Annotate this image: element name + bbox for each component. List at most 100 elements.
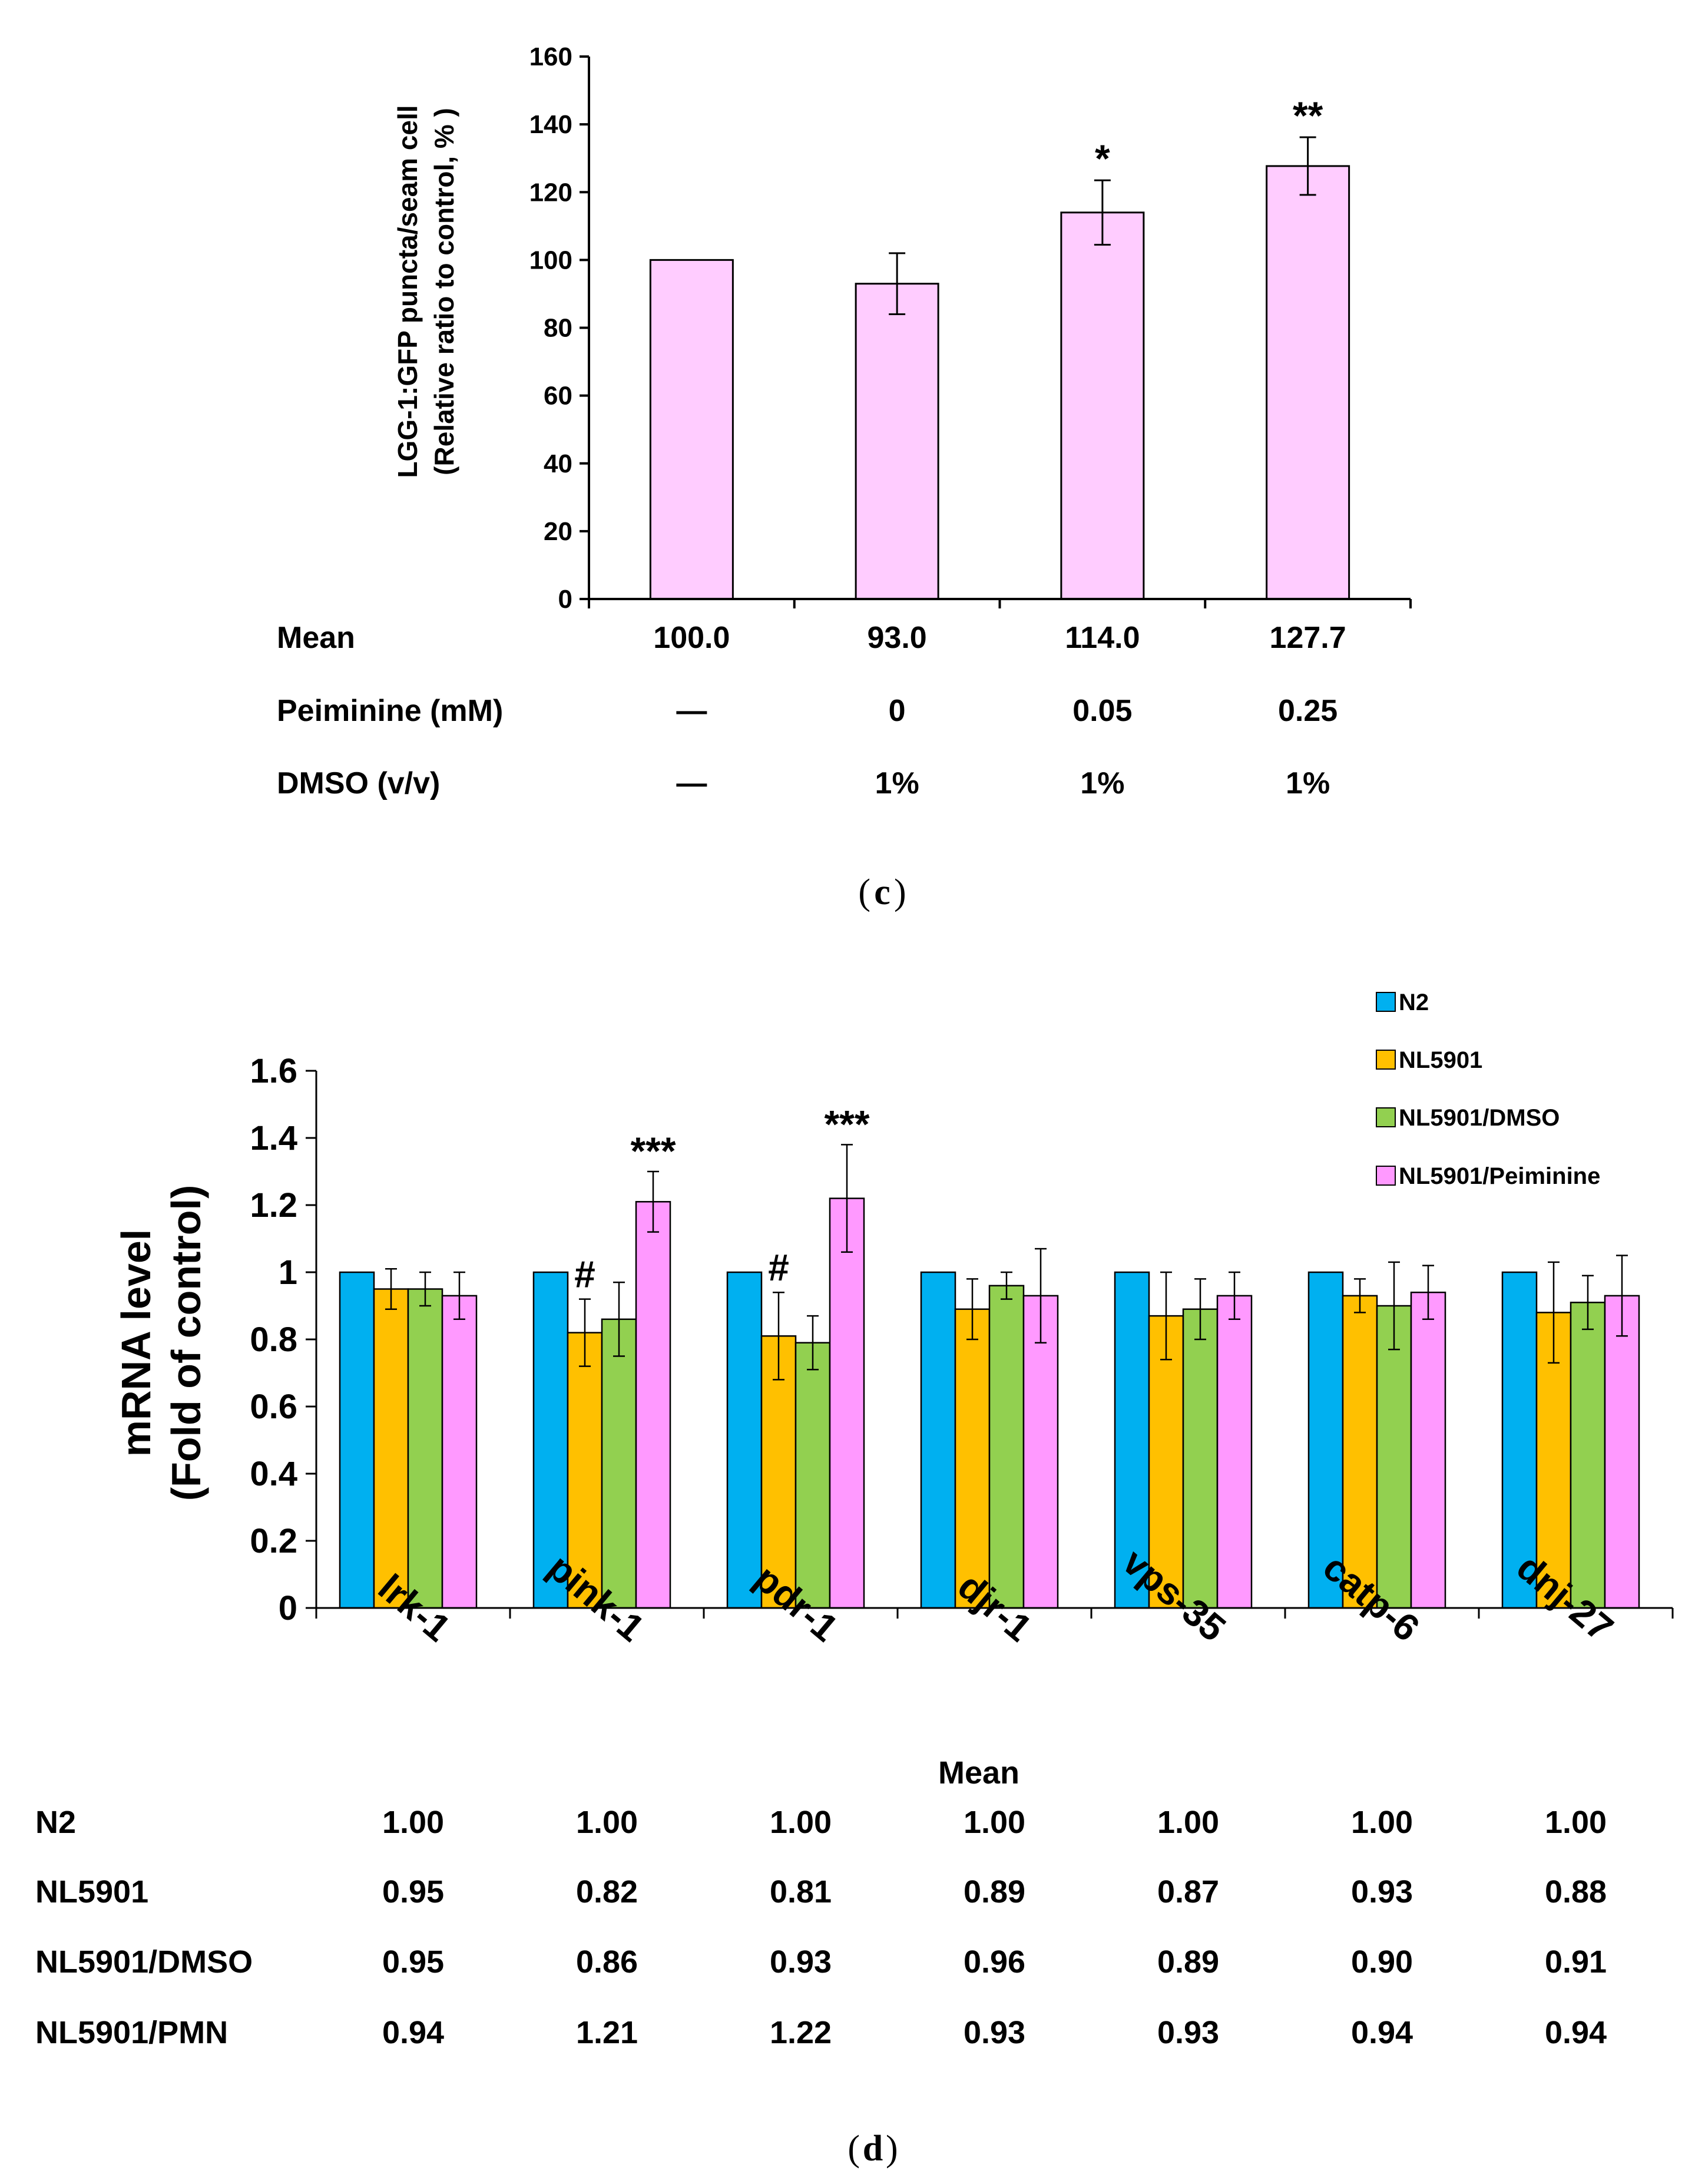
panel-d-table-cell: 0.93 xyxy=(770,1944,832,1980)
panel-d-table-cell: 0.94 xyxy=(1351,2015,1413,2050)
panel-d-table: Mean N2 1.00 1.00 1.00 1.00 1.00 1.00 1.00 NL590… xyxy=(35,1755,1607,2050)
panel-d-y-axis-title: mRNA level (Fold of control) xyxy=(113,1185,209,1501)
panel-d-y-axis: 0 0.2 0.4 0.6 0.8 1 1.2 1.4 1.6 xyxy=(250,1052,317,1627)
panel-d-bar xyxy=(1114,1271,1150,1609)
panel-d-table-row-label: NL5901 xyxy=(35,1874,148,1910)
panel-c-table-cell: 1% xyxy=(1286,766,1330,800)
panel-d-table-cell: 1.00 xyxy=(1157,1805,1219,1840)
panel-c-table-cell: 127.7 xyxy=(1270,621,1346,655)
panel-d-label-open: ( xyxy=(847,2129,860,2169)
panel-d-bar xyxy=(1604,1295,1640,1609)
panel-d-bar xyxy=(407,1288,443,1609)
panel-d-bar xyxy=(829,1197,865,1609)
panel-d-table-cell: 1.00 xyxy=(382,1805,444,1840)
panel-d-table-cell: 0.93 xyxy=(1351,1874,1413,1910)
panel-c-table-cell: 100.0 xyxy=(653,621,730,655)
panel-d-table-cell: 0.96 xyxy=(964,1944,1025,1980)
panel-d-bar xyxy=(1182,1308,1219,1609)
panel-d-legend: N2 NL5901 NL5901/DMSO NL5901/Peiminine xyxy=(1376,990,1600,1189)
panel-c-x-axis xyxy=(588,598,1412,608)
panel-d-table-cell: 1.00 xyxy=(576,1805,638,1840)
panel-d-bar xyxy=(339,1271,375,1609)
panel-d-bar xyxy=(1410,1291,1446,1609)
panel-d-table-row-label: NL5901/PMN xyxy=(35,2015,228,2050)
panel-c-table-cell: — xyxy=(676,766,707,800)
panel-d-annotation: # xyxy=(768,1246,789,1289)
panel-d-y-tick-label: 0.8 xyxy=(250,1321,297,1359)
panel-c-y-tick-label: 160 xyxy=(529,42,572,71)
panel-c-table-row-label: DMSO (v/v) xyxy=(277,766,440,800)
panel-d-table-cell: 0.94 xyxy=(382,2015,444,2050)
panel-d-table-cell: 0.82 xyxy=(576,1874,638,1910)
panel-d-y-tick-label: 0.4 xyxy=(250,1455,297,1493)
panel-c-bars: *** xyxy=(649,94,1350,600)
panel-c-label-open: ( xyxy=(858,872,870,912)
panel-d-bar xyxy=(373,1288,409,1609)
panel-c-y-tick-label: 140 xyxy=(529,110,572,139)
panel-d-bars: # *** # *** xyxy=(339,1102,1640,1609)
panel-d-table-cell: 0.95 xyxy=(382,1874,444,1910)
panel-c-y-axis-title: LGG-1:GFP puncta/seam cell (Relative rat… xyxy=(392,105,459,478)
panel-c: LGG-1:GFP puncta/seam cell (Relative rat… xyxy=(277,42,1412,912)
panel-c-table-cell: 1% xyxy=(875,766,919,800)
panel-d-table-cell: 1.00 xyxy=(770,1805,832,1840)
panel-d-bar xyxy=(1216,1295,1253,1609)
panel-d-table-cell: 0.93 xyxy=(964,2015,1025,2050)
panel-d-y-tick-label: 0 xyxy=(279,1589,297,1627)
panel-c-y-tick-label: 0 xyxy=(558,585,572,614)
panel-c-bar xyxy=(855,283,939,600)
panel-c-y-axis: 0 20 40 60 80 100 120 140 160 xyxy=(529,42,590,614)
panel-d-bar xyxy=(1501,1271,1538,1609)
panel-d-table-cell: 0.87 xyxy=(1157,1874,1219,1910)
panel-d-legend-swatch xyxy=(1376,992,1396,1012)
panel-c-significance: ** xyxy=(1293,94,1323,137)
panel-d-bar xyxy=(567,1332,603,1609)
panel-c-table-cell: 1% xyxy=(1080,766,1124,800)
panel-c-table-cell: 114.0 xyxy=(1065,621,1140,655)
panel-d-label-close: ) xyxy=(886,2129,898,2169)
panel-d-bar xyxy=(1376,1305,1412,1609)
panel-d-bar xyxy=(1342,1295,1378,1609)
panel-c-table-cell: 93.0 xyxy=(868,621,927,655)
panel-d-legend-label: NL5901/Peiminine xyxy=(1399,1163,1600,1189)
panel-d-table-cell: 1.22 xyxy=(770,2015,832,2050)
panel-d-legend-swatch xyxy=(1376,1166,1396,1186)
panel-d-annotation: *** xyxy=(630,1129,676,1173)
panel-c-y-tick-label: 120 xyxy=(529,178,572,207)
panel-c-table-row-label: Peiminine (mM) xyxy=(277,694,503,728)
panel-d-ylabel-line1: mRNA level xyxy=(113,1229,159,1457)
panel-d-ylabel-line2: (Fold of control) xyxy=(163,1185,209,1501)
panel-d-table-cell: 1.00 xyxy=(1351,1805,1413,1840)
panel-c-bar xyxy=(649,259,734,600)
panel-d: mRNA level (Fold of control) 00.20.40.60… xyxy=(35,990,1674,2169)
panel-c-ylabel-line2: (Relative ratio to control, % ) xyxy=(429,108,459,475)
panel-d-annotation: # xyxy=(574,1253,595,1296)
panel-c-y-tick-label: 40 xyxy=(544,449,572,478)
panel-d-y-tick-label: 0.2 xyxy=(250,1522,297,1560)
panel-d-table-cell: 1.00 xyxy=(964,1805,1025,1840)
panel-d-bar xyxy=(441,1295,478,1609)
panel-d-table-title: Mean xyxy=(938,1755,1019,1791)
panel-d-legend-label: NL5901 xyxy=(1399,1047,1482,1073)
panel-d-bar xyxy=(988,1285,1025,1609)
panel-d-bar xyxy=(601,1318,637,1609)
panel-d-table-cell: 0.94 xyxy=(1545,2015,1607,2050)
panel-c-table-row-label: Mean xyxy=(277,621,355,655)
panel-c-ylabel-line1: LGG-1:GFP puncta/seam cell xyxy=(392,105,423,478)
panel-d-table-cell: 0.89 xyxy=(964,1874,1025,1910)
panel-d-table-cell: 0.88 xyxy=(1545,1874,1607,1910)
panel-d-table-cell: 0.95 xyxy=(382,1944,444,1980)
panel-c-label: c xyxy=(874,872,890,912)
panel-d-table-cell: 0.86 xyxy=(576,1944,638,1980)
panel-d-table-cell: 1.00 xyxy=(1545,1805,1607,1840)
panel-c-table-cell: 0.25 xyxy=(1278,694,1338,728)
panel-c-y-tick-label: 100 xyxy=(529,246,572,274)
panel-d-table-cell: 0.91 xyxy=(1545,1944,1607,1980)
panel-c-bar xyxy=(1266,165,1350,600)
panel-d-legend-swatch xyxy=(1376,1050,1396,1070)
panel-c-significance: * xyxy=(1095,137,1110,180)
panel-c-label-close: ) xyxy=(894,872,906,912)
panel-d-y-tick-label: 1.2 xyxy=(250,1186,297,1225)
